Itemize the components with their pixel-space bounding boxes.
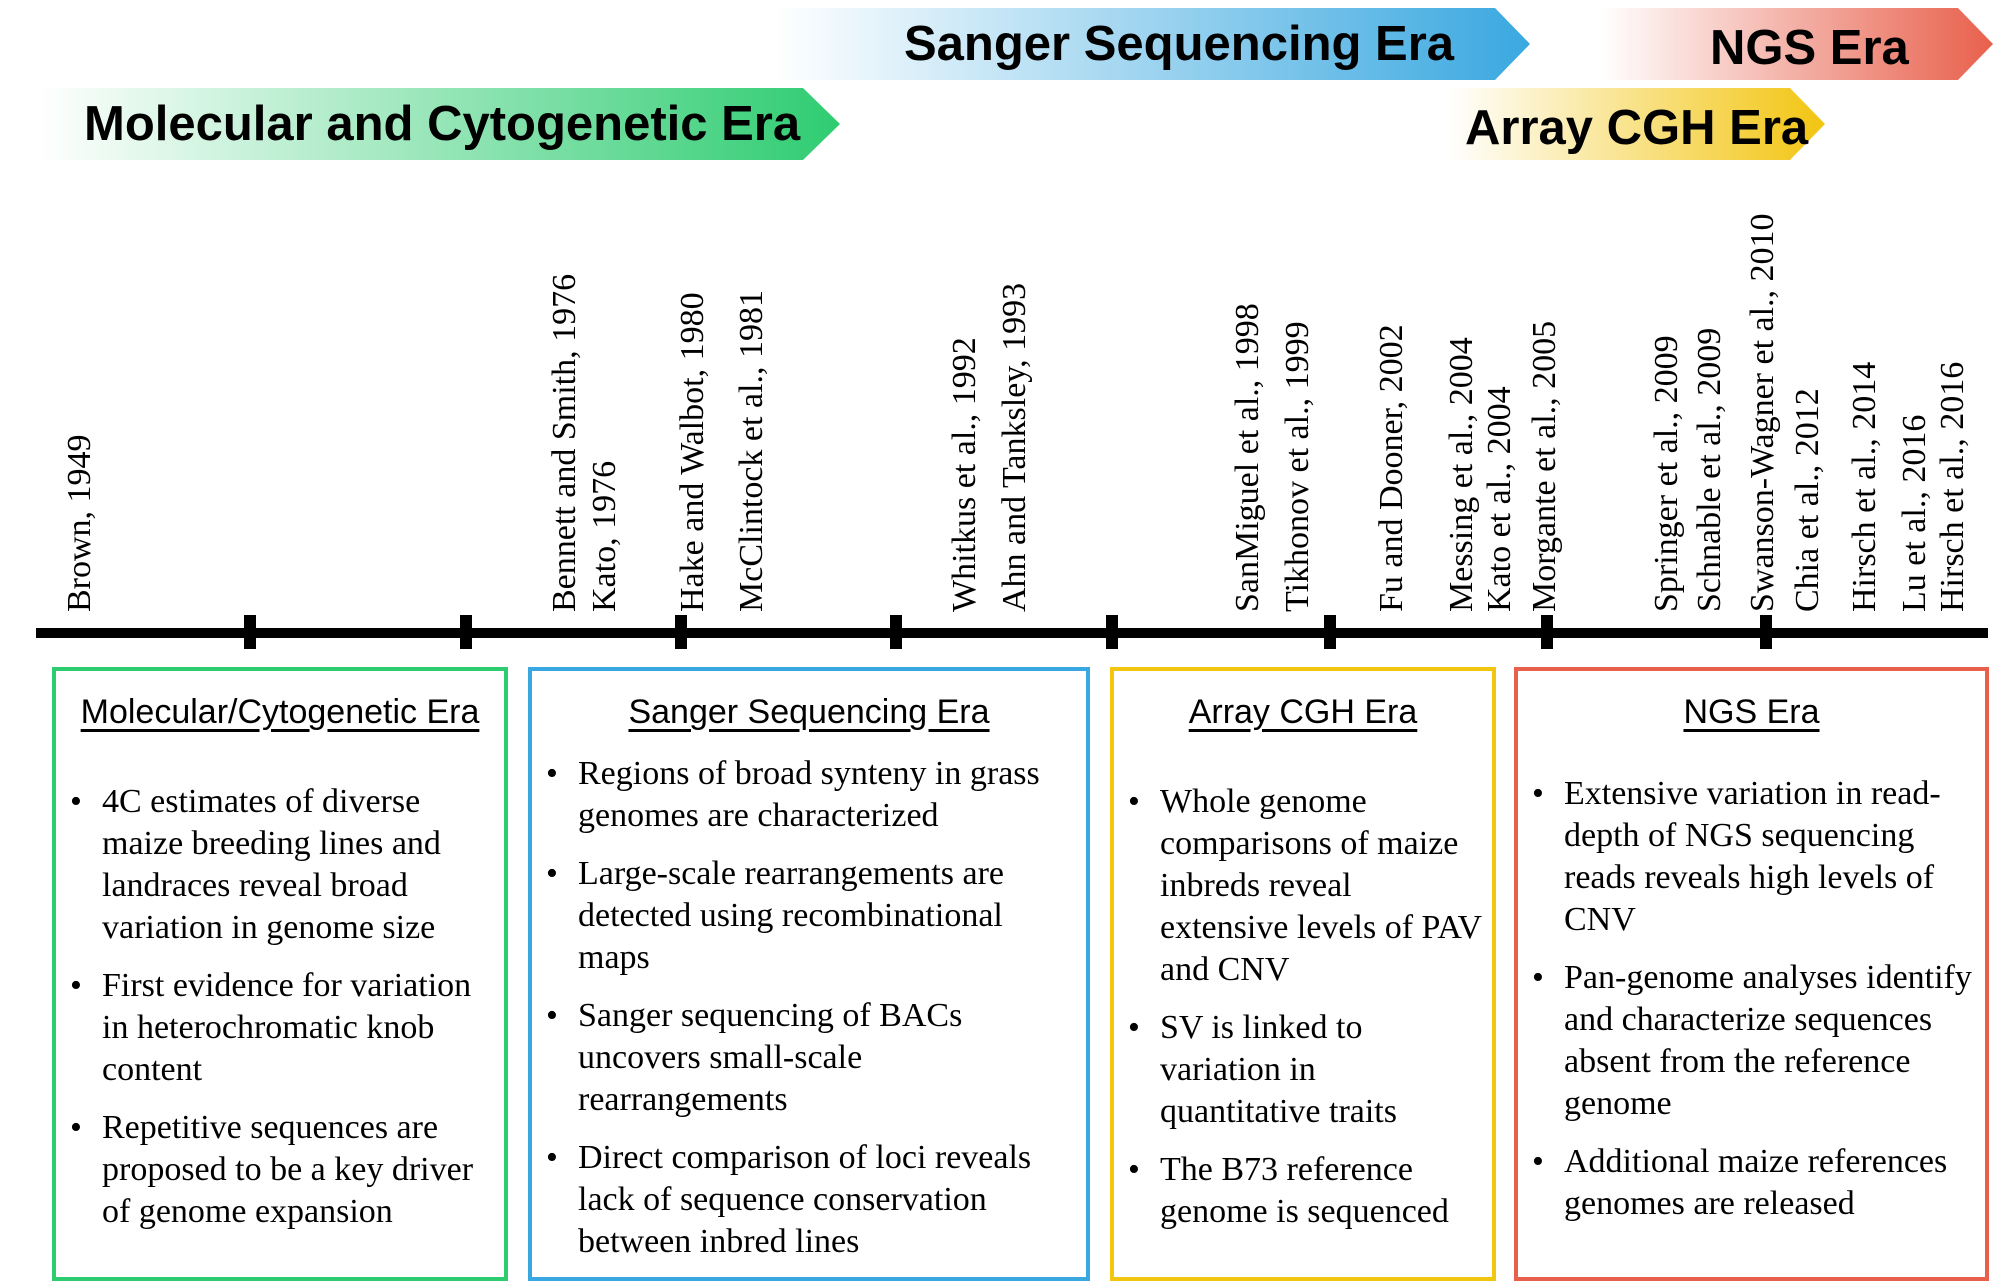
citation-label: Messing et al., 2004: [1443, 337, 1480, 612]
sanger-era-label: Sanger Sequencing Era: [904, 17, 1455, 71]
citation-label: Whitkus et al., 1992: [946, 337, 983, 612]
molecular-era-shape: [38, 88, 840, 160]
sanger-bullet-list: Regions of broad synteny in grass genome…: [542, 753, 1078, 1279]
timeline-tick: [675, 615, 687, 649]
list-item: Direct comparison of loci reveals lack o…: [542, 1137, 1078, 1263]
list-item: 4C estimates of diverse maize breeding l…: [66, 781, 496, 949]
sanger-box-title: Sanger Sequencing Era: [628, 693, 990, 731]
list-item: Repetitive sequences are proposed to be …: [66, 1107, 496, 1233]
list-item: SV is linked to variation in quantitativ…: [1124, 1007, 1484, 1133]
list-item: Pan-genome analyses identify and charact…: [1528, 957, 1977, 1125]
citation-label: Swanson-Wagner et al., 2010: [1744, 213, 1781, 612]
citation-label: Chia et al., 2012: [1789, 388, 1826, 612]
citation-label: Brown, 1949: [61, 434, 98, 612]
citation-label: Kato, 1976: [586, 460, 623, 612]
timeline-tick: [1324, 615, 1336, 649]
list-item: Extensive variation in read-depth of NGS…: [1528, 773, 1977, 941]
citation-label: Schnable et al., 2009: [1691, 327, 1728, 612]
citation-label: Kato et al., 2004: [1481, 386, 1518, 612]
timeline-tick: [1760, 615, 1772, 649]
timeline-axis: [36, 628, 1988, 638]
timeline-tick: [1106, 615, 1118, 649]
ngs-era-label: NGS Era: [1710, 21, 1909, 75]
list-item: Sanger sequencing of BACs uncovers small…: [542, 995, 1078, 1121]
molecular-era-box: Molecular/Cytogenetic Era 4C estimates o…: [52, 667, 508, 1281]
ngs-box-title: NGS Era: [1683, 693, 1820, 731]
array-era-box: Array CGH Era Whole genome comparisons o…: [1110, 667, 1496, 1281]
timeline-tick: [1541, 615, 1553, 649]
array-era-shape: [1448, 88, 1825, 160]
array-bullet-list: Whole genome comparisons of maize inbred…: [1124, 781, 1484, 1249]
citation-label: SanMiguel et al., 1998: [1229, 303, 1266, 612]
list-item: Additional maize references genomes are …: [1528, 1141, 1977, 1225]
sanger-era-shape: [775, 8, 1530, 80]
citation-label: Hirsch et al., 2014: [1846, 361, 1883, 612]
array-era-label: Array CGH Era: [1465, 101, 1809, 155]
molecular-box-title: Molecular/Cytogenetic Era: [80, 693, 480, 731]
array-box-title: Array CGH Era: [1188, 693, 1418, 731]
citation-label: Lu et al., 2016: [1896, 414, 1933, 612]
ngs-era-shape: [1600, 8, 1993, 80]
timeline-tick: [244, 615, 256, 649]
citation-label: McClintock et al., 1981: [733, 289, 770, 612]
list-item: First evidence for variation in heteroch…: [66, 965, 496, 1091]
timeline-tick: [890, 615, 902, 649]
citation-label: Hake and Walbot, 1980: [674, 292, 711, 612]
list-item: Large-scale rearrangements are detected …: [542, 853, 1078, 979]
molecular-era-label: Molecular and Cytogenetic Era: [84, 97, 801, 151]
list-item: Regions of broad synteny in grass genome…: [542, 753, 1078, 837]
molecular-bullet-list: 4C estimates of diverse maize breeding l…: [66, 781, 496, 1249]
citation-label: Springer et al., 2009: [1648, 335, 1685, 612]
ngs-era-box: NGS Era Extensive variation in read-dept…: [1514, 667, 1989, 1281]
sanger-era-box: Sanger Sequencing Era Regions of broad s…: [528, 667, 1090, 1281]
sanger-era-arrow: [38, 8, 1993, 160]
citation-label: Tikhonov et al., 1999: [1279, 321, 1316, 612]
citation-label: Bennett and Smith, 1976: [546, 273, 583, 612]
timeline-tick: [460, 615, 472, 649]
citation-label: Morgante et al., 2005: [1526, 320, 1563, 612]
ngs-bullet-list: Extensive variation in read-depth of NGS…: [1528, 773, 1977, 1241]
citation-label: Ahn and Tanksley, 1993: [996, 282, 1033, 612]
list-item: Whole genome comparisons of maize inbred…: [1124, 781, 1484, 991]
citation-label: Fu and Dooner, 2002: [1373, 324, 1410, 612]
timeline: [36, 615, 1988, 649]
list-item: The B73 reference genome is sequenced: [1124, 1149, 1484, 1233]
citation-label: Hirsch et al., 2016: [1934, 361, 1971, 612]
